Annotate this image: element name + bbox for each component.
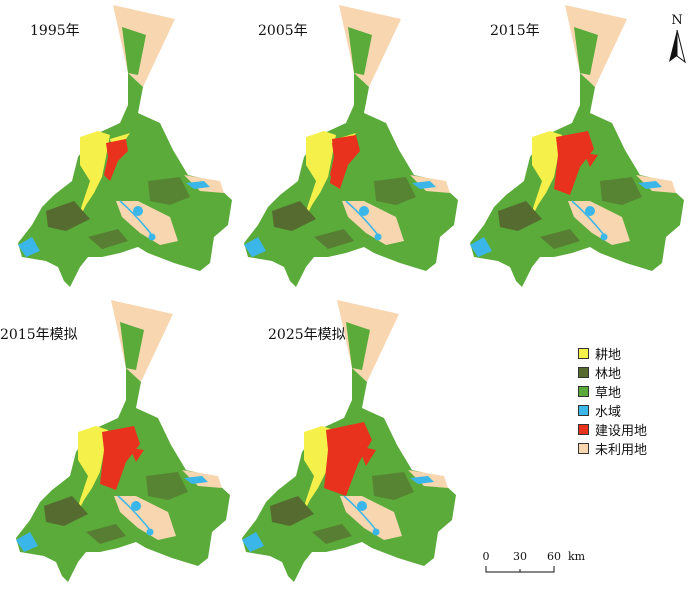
scale-bar: 0 30 60 km [478, 548, 588, 582]
north-arrow-right [676, 29, 686, 64]
panel-title: 2015年模拟 [0, 327, 78, 343]
legend-item: 建设用地 [578, 420, 648, 439]
scale-tick-label: 60 [547, 550, 561, 563]
legend-label: 未利用地 [595, 442, 648, 458]
north-arrow-icon: N [664, 10, 690, 66]
legend-swatch [578, 423, 589, 435]
scale-tick-label: 0 [483, 550, 490, 563]
panel-title: 2015年 [490, 23, 540, 39]
north-arrow-left [669, 30, 677, 62]
map-panel-2025-sim: 2025年模拟 [234, 300, 474, 590]
map-panel-2005: 2005年 [236, 5, 476, 295]
legend-swatch [578, 442, 589, 454]
legend-swatch [578, 366, 589, 378]
land-use-map-1995 [17, 5, 233, 288]
legend-item: 草地 [578, 382, 647, 401]
panel-title: 2025年模拟 [268, 327, 346, 343]
legend: 耕地 林地 草地 水域 建设用地 未利用地 [578, 344, 647, 458]
legend-label: 水域 [595, 404, 622, 420]
legend-label: 耕地 [595, 347, 622, 363]
legend-label: 建设用地 [595, 423, 648, 439]
legend-swatch [578, 385, 589, 397]
legend-swatch [578, 347, 589, 359]
map-panel-1995: 1995年 [10, 5, 250, 295]
legend-label: 草地 [595, 385, 622, 401]
legend-item: 未利用地 [578, 439, 648, 458]
scale-tick-label: 30 [513, 550, 527, 563]
legend-item: 水域 [578, 401, 647, 420]
scale-unit: km [568, 550, 586, 563]
land-use-map-2005 [243, 5, 459, 288]
scale-line [485, 566, 555, 573]
north-label: N [671, 13, 682, 28]
map-panel-2015: 2015年 [462, 5, 700, 295]
panel-title: 1995年 [30, 23, 80, 39]
legend-item: 耕地 [578, 344, 647, 363]
legend-swatch [578, 404, 589, 416]
legend-item: 林地 [578, 363, 647, 382]
map-panel-2015-sim: 2015年模拟 [0, 300, 248, 590]
legend-label: 林地 [595, 366, 622, 382]
panel-title: 2005年 [258, 23, 308, 39]
